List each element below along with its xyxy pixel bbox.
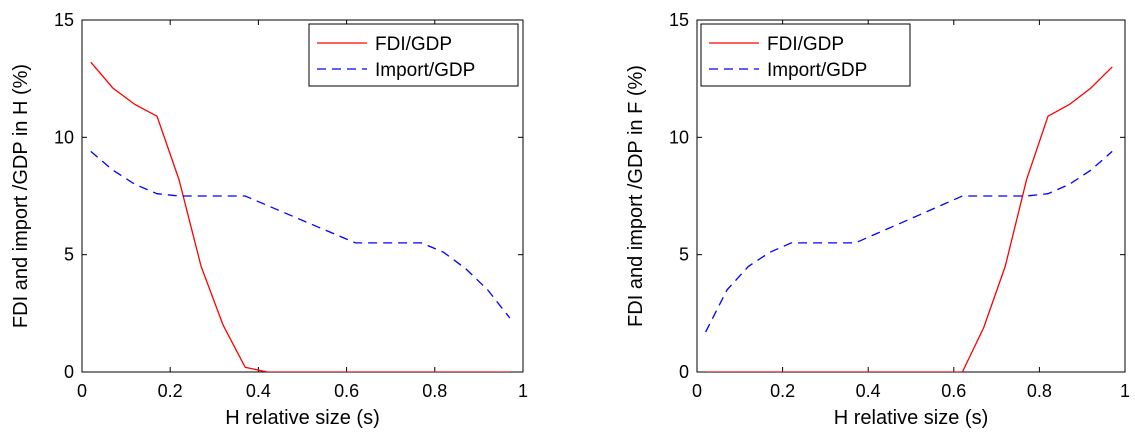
y-tick-label: 15 [54,10,74,30]
y-tick-label: 5 [64,245,74,265]
legend: FDI/GDP Import/GDP [700,23,911,87]
import-gdp-line [90,150,511,319]
y-tick-label: 15 [669,10,689,30]
y-tick-label: 10 [54,127,74,147]
legend-label-1: FDI/GDP [375,34,452,55]
x-tick-label: 1 [1120,381,1130,401]
x-tick-label: 0.8 [422,381,447,401]
fdi-gdp-line [705,66,1113,372]
x-tick-label: 1 [518,381,528,401]
series-group [90,61,511,372]
y-tick-label: 0 [64,362,74,382]
legend-box [700,23,911,87]
import-gdp-line [705,150,1113,333]
legend-box [308,23,519,87]
x-tick-label: 0.2 [770,381,795,401]
legend-label-2: Import/GDP [767,60,867,81]
x-tick-label: 0 [77,381,87,401]
x-axis-label: H relative size (s) [225,407,379,429]
y-axis-label: FDI and import /GDP in F (%) [625,65,647,327]
x-tick-label: 0.8 [1027,381,1052,401]
y-tick-label: 0 [679,362,689,382]
x-tick-label: 0.6 [334,381,359,401]
fdi-gdp-line [90,61,510,372]
legend-label-1: FDI/GDP [767,34,844,55]
x-tick-label: 0.4 [246,381,271,401]
legend-label-2: Import/GDP [375,60,475,81]
x-tick-label: 0.2 [158,381,183,401]
legend: FDI/GDP Import/GDP [308,23,519,87]
y-tick-label: 5 [679,245,689,265]
x-tick-label: 0.4 [856,381,881,401]
y-axis-label: FDI and import /GDP in H (%) [10,64,32,328]
x-tick-label: 0.6 [941,381,966,401]
x-tick-label: 0 [692,381,702,401]
y-tick-label: 10 [669,127,689,147]
x-axis-label: H relative size (s) [834,407,988,429]
series-group [705,66,1113,372]
